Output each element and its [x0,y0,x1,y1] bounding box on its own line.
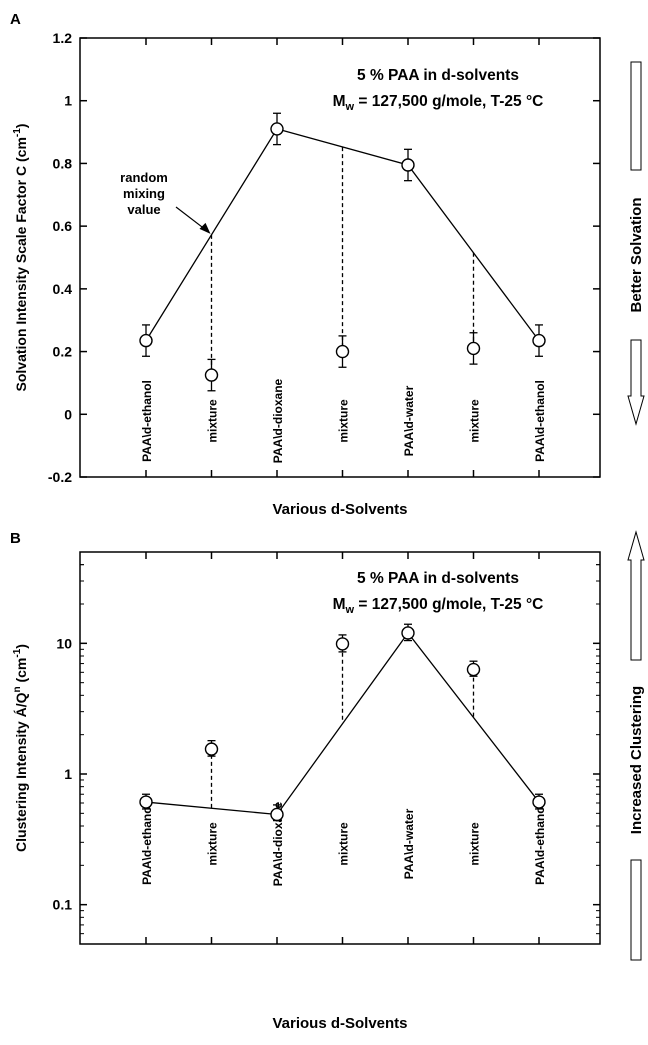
data-point-mixture [335,344,350,359]
panel-label: B [10,530,21,547]
side-label: Better Solvation [628,197,645,312]
x-category-label: PAA\d-dioxane [271,801,285,886]
x-category-label: mixture [468,822,482,866]
data-point-mixture [335,637,350,651]
y-tick-label: 0.4 [53,281,73,297]
panel-label: A [10,11,21,28]
y-tick-label: -0.2 [48,469,72,485]
y-tick-label: 1 [64,766,72,782]
data-point-pure [532,333,546,348]
data-point-mixture [466,341,481,356]
data-point-pure [401,626,415,640]
data-point-pure [270,122,284,136]
chart-subtitle: Mw = 127,500 g/mole, T-25 °C [333,93,544,113]
data-point-pure [139,333,153,348]
chart-title: 5 % PAA in d-solvents [357,570,519,587]
chart-panel-a: A -0.2 0 0.2 0.4 0.6 0.8 1 1.2 PAA\d-ethanol mixtu… [10,11,645,518]
y-axis-label: Clustering Intensity Á/Qn (cm-1) [12,644,29,852]
chart-title: 5 % PAA in d-solvents [357,67,519,84]
x-category-label: mixture [337,822,351,866]
x-category-label: mixture [206,822,220,866]
y-tick-label: 0 [64,406,72,422]
side-arrow: Increased Clustering [627,530,645,961]
y-tick-label: 0.8 [53,155,73,171]
x-category-label: mixture [468,399,482,443]
y-tick-label: 1.2 [53,30,73,46]
annotation-text: value [127,202,160,217]
y-tick-label: 10 [56,635,72,651]
y-tick-label: 0.2 [53,344,73,360]
data-point-mixture [466,662,481,677]
side-arrow: Better Solvation [627,61,645,426]
annotation-text: mixing [123,186,165,201]
x-axis-label: Various d-Solvents [272,501,407,518]
data-point-mixture [204,368,219,382]
series-line [145,631,540,816]
data-point-pure [401,158,415,172]
data-point-pure [532,795,546,809]
y-axis-label: Solvation Intensity Scale Factor C (cm-1… [12,124,29,392]
arrow-up-icon [627,530,645,661]
x-category-label: PAA\d-water [402,808,416,879]
data-point-pure [270,807,284,822]
chart-panel-b: B 0.1 1 10 PAA\d-ethanol mixture PAA\d-dioxane… [10,530,645,1032]
arrow-shaft-up [630,61,642,171]
data-point-pure [139,795,153,809]
data-point-mixture [204,742,219,756]
x-category-label: PAA\d-water [402,385,416,456]
y-tick-label: 0.6 [53,218,73,234]
plot-frame [79,551,601,945]
arrow-down-icon [627,339,645,426]
annotation-text: random [120,170,168,185]
x-category-label: PAA\d-ethanol [533,380,547,462]
x-category-label: PAA\d-ethanol [140,803,154,885]
chart-subtitle: Mw = 127,500 g/mole, T-25 °C [333,596,544,616]
x-axis-label: Various d-Solvents [272,1015,407,1032]
side-label: Increased Clustering [628,686,645,834]
x-category-label: PAA\d-dioxane [271,378,285,463]
x-category-label: mixture [206,399,220,443]
x-category-label: mixture [337,399,351,443]
plot-frame [79,37,601,478]
x-category-label: PAA\d-ethanol [533,803,547,885]
arrow-shaft-down [630,859,642,961]
x-category-label: PAA\d-ethanol [140,380,154,462]
y-tick-label: 0.1 [53,897,73,913]
annotation-arrowhead-icon [199,222,211,234]
y-tick-label: 1 [64,93,72,109]
